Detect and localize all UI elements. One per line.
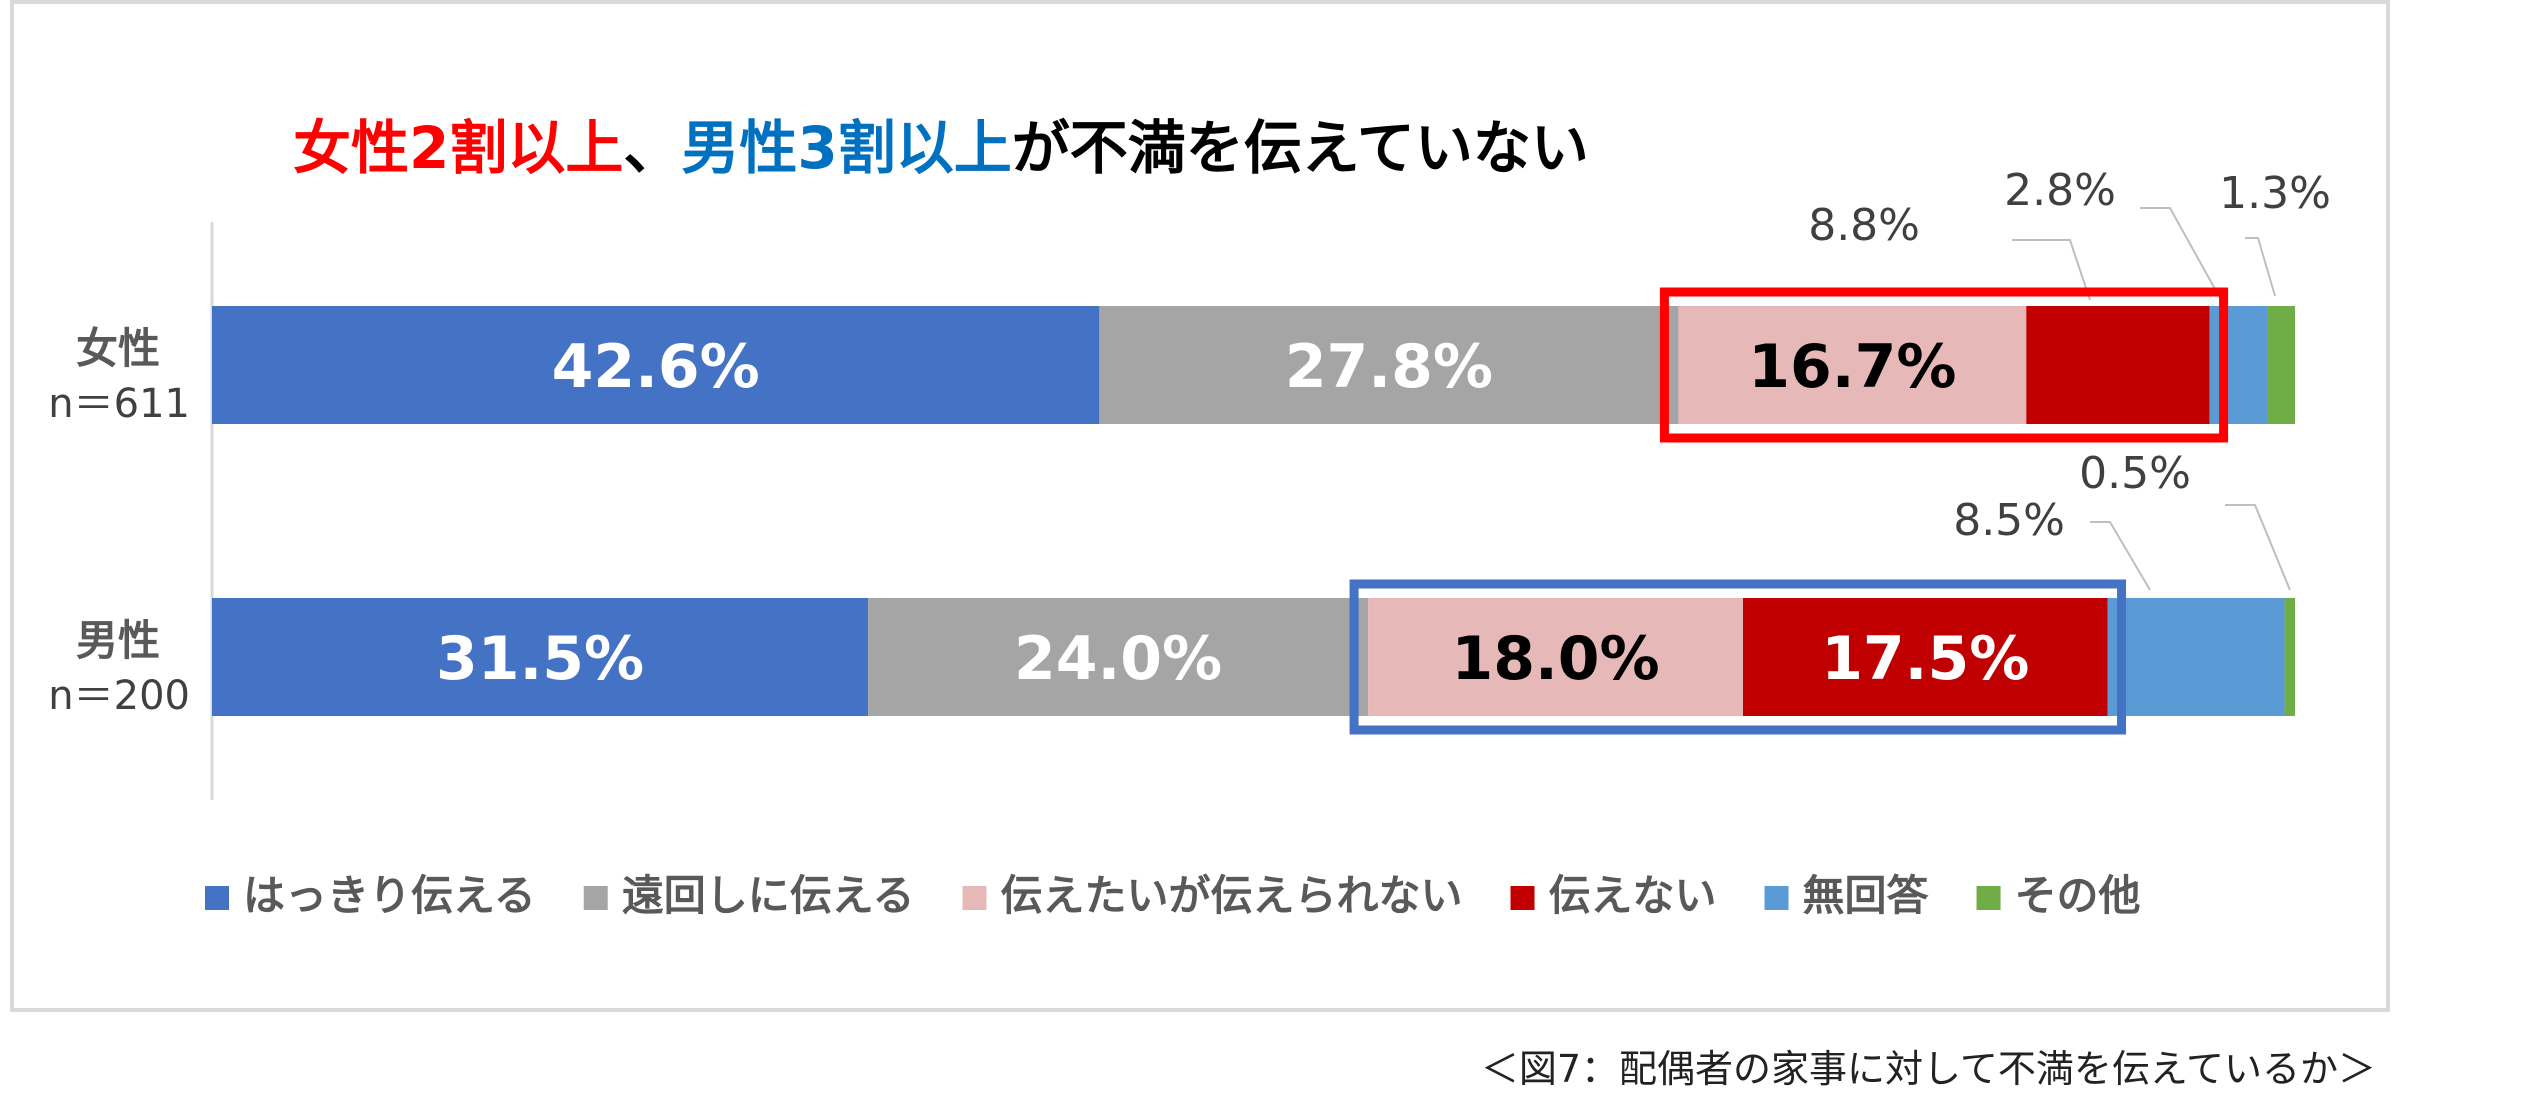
bar-segment (2026, 306, 2210, 424)
data-label: 24.0% (1014, 624, 1222, 694)
bar-segment (212, 598, 869, 716)
data-label: 2.8% (2004, 165, 2116, 216)
bar-segment (2284, 598, 2295, 716)
bar-segment (2267, 306, 2295, 424)
data-label: 18.0% (1451, 624, 1659, 694)
legend-label: その他 (2015, 871, 2141, 920)
data-label: 17.5% (1821, 624, 2029, 694)
chart-frame (10, 0, 2390, 1012)
title-male-part: 男性3割以上 (681, 114, 1011, 182)
data-label: 8.8% (1808, 200, 1920, 251)
title-female-part: 女性2割以上 (293, 114, 623, 182)
bar-segment (2107, 598, 2285, 716)
data-label: 42.6% (552, 332, 760, 402)
legend-swatch (1976, 886, 2001, 910)
figure-caption: ＜図7：配偶者の家事に対して不満を伝えているか＞ (1480, 1047, 2376, 1091)
data-label: 27.8% (1285, 332, 1493, 402)
data-label: 1.3% (2219, 168, 2331, 219)
title-separator: 、 (623, 114, 681, 182)
title-rest: が不満を伝えていない (1012, 114, 1589, 182)
legend-label: 遠回しに伝える (622, 871, 915, 920)
plot-area: 女性 n＝611 42.6% 27.8% 16.7% 8.8% 2.8% 1.3% 男性 n＝20… (48, 165, 2331, 920)
bar-segment (2209, 306, 2268, 424)
chart-title: 女性2割以上、男性3割以上が不満を伝えていない (293, 114, 1589, 182)
legend-swatch (1764, 886, 1789, 910)
legend-swatch (205, 886, 229, 910)
legend-swatch (583, 886, 608, 910)
category-n-label: n＝200 (48, 673, 190, 719)
bar-segment (212, 306, 1100, 424)
leader-line (2090, 521, 2151, 591)
category-label: 女性 (76, 324, 160, 373)
leader-line (2245, 237, 2276, 297)
data-label: 8.5% (1953, 495, 2065, 546)
data-label: 0.5% (2079, 448, 2191, 499)
category-label: 男性 (76, 616, 160, 665)
bar-segment (1099, 306, 1679, 424)
data-label: 31.5% (436, 624, 644, 694)
legend-label: はっきり伝える (243, 871, 536, 920)
bar-segment (1368, 598, 1744, 716)
legend-label: 無回答 (1803, 871, 1930, 920)
legend-swatch (1510, 886, 1535, 910)
highlight-box (1659, 287, 2229, 443)
category-n-label: n＝611 (48, 381, 190, 427)
bar-segment (1678, 306, 2027, 424)
bar-segment (1743, 598, 2108, 716)
legend-swatch (962, 886, 987, 910)
leader-line (2012, 239, 2091, 301)
legend-label: 伝えない (1549, 871, 1717, 920)
leader-line (2140, 207, 2221, 299)
data-label: 16.7% (1748, 332, 1956, 402)
legend-label: 伝えたいが伝えられない (1001, 871, 1463, 920)
bar-segment (868, 598, 1369, 716)
highlight-box (1349, 579, 2127, 735)
leader-line (2225, 504, 2291, 591)
